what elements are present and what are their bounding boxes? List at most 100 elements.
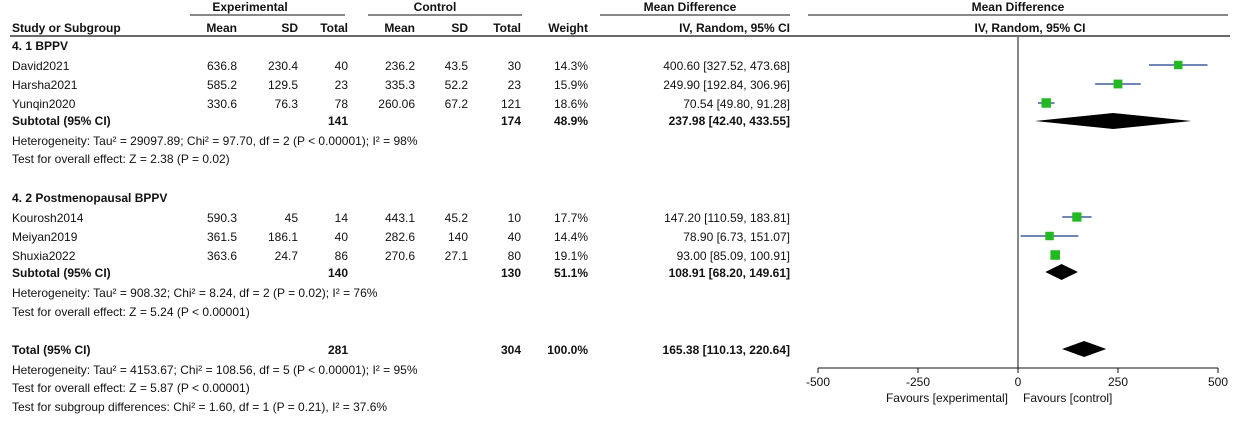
ci-text: 93.00 [85.09, 100.91] xyxy=(677,249,790,263)
weight: 14.4% xyxy=(554,230,588,244)
favours-control-label: Favours [control] xyxy=(1023,391,1112,405)
table-row: Harsha2021 585.2 129.5 23 335.3 52.2 23 … xyxy=(12,78,790,92)
subtotal-weight: 48.9% xyxy=(554,114,588,128)
overall-effect-text: Test for overall effect: Z = 5.24 (P < 0… xyxy=(12,305,250,319)
col-sd-c: SD xyxy=(451,21,468,35)
sd-c: 27.1 xyxy=(445,249,469,263)
col-weight: Weight xyxy=(548,21,588,35)
total-ci-text: 165.38 [110.13, 220.64] xyxy=(663,343,790,357)
total-e: 23 xyxy=(335,78,349,92)
point-estimate xyxy=(1113,79,1123,89)
subtotal-ci-text: 237.98 [42.40, 433.55] xyxy=(669,114,790,128)
ci-text: 78.90 [6.73, 151.07] xyxy=(683,230,790,244)
ci-text: 400.60 [327.52, 473.68] xyxy=(663,59,790,73)
col-ci-plot: IV, Random, 95% CI xyxy=(975,21,1086,35)
sd-e: 230.4 xyxy=(268,59,298,73)
weight: 18.6% xyxy=(554,97,588,111)
total-c: 10 xyxy=(508,211,522,225)
subgroup-differences-text: Test for subgroup differences: Chi² = 1.… xyxy=(12,400,387,414)
subgroup-title: 4. 1 BPPV xyxy=(12,39,68,53)
sd-e: 186.1 xyxy=(268,230,298,244)
subtotal-row: Subtotal (95% CI) 140 130 51.1% 108.91 [… xyxy=(12,266,790,280)
study-name: Kourosh2014 xyxy=(12,211,84,225)
header-mean-difference-plot: Mean Difference xyxy=(972,0,1065,14)
ci-text: 249.90 [192.84, 306.96] xyxy=(663,78,790,92)
subtotal-total-c: 130 xyxy=(501,266,521,280)
total-e: 40 xyxy=(335,59,349,73)
study-name: Yunqin2020 xyxy=(12,97,76,111)
col-total-e: Total xyxy=(320,21,348,35)
tick-label: 0 xyxy=(1015,375,1022,389)
tick: 500 xyxy=(1208,368,1228,389)
heterogeneity-text: Heterogeneity: Tau² = 29097.89; Chi² = 9… xyxy=(12,134,418,148)
sd-c: 45.2 xyxy=(445,211,469,225)
total-c: 23 xyxy=(508,78,522,92)
weight: 14.3% xyxy=(554,59,588,73)
sd-e: 24.7 xyxy=(275,249,299,263)
table-row: David2021 636.8 230.4 40 236.2 43.5 30 1… xyxy=(12,59,790,73)
tick-label: 500 xyxy=(1208,375,1228,389)
total-total-c: 304 xyxy=(501,343,521,357)
total-overall-effect-text: Test for overall effect: Z = 5.87 (P < 0… xyxy=(12,381,250,395)
subtotal-label: Subtotal (95% CI) xyxy=(12,114,111,128)
total-label: Total (95% CI) xyxy=(12,343,90,357)
col-mean-e: Mean xyxy=(206,21,237,35)
total-e: 78 xyxy=(335,97,349,111)
pooled-diamond xyxy=(1062,341,1107,357)
header-control: Control xyxy=(414,0,457,14)
study-name: Meiyan2019 xyxy=(12,230,78,244)
point-estimate xyxy=(1050,250,1060,260)
header-mean-difference: Mean Difference xyxy=(644,0,737,14)
study-name: David2021 xyxy=(12,59,70,73)
overall-effect-text: Test for overall effect: Z = 2.38 (P = 0… xyxy=(12,152,230,166)
table-row: Kourosh2014 590.3 45 14 443.1 45.2 10 17… xyxy=(12,211,790,225)
sd-c: 52.2 xyxy=(445,78,469,92)
total-total-e: 281 xyxy=(328,343,348,357)
tick: 250 xyxy=(1108,368,1128,389)
weight: 17.7% xyxy=(554,211,588,225)
total-c: 30 xyxy=(508,59,522,73)
mean-c: 443.1 xyxy=(385,211,415,225)
ci-text: 70.54 [49.80, 91.28] xyxy=(683,97,790,111)
pooled-diamond xyxy=(1045,264,1078,280)
mean-e: 585.2 xyxy=(207,78,237,92)
total-c: 40 xyxy=(508,230,522,244)
ci-text: 147.20 [110.59, 183.81] xyxy=(664,211,790,225)
total-c: 80 xyxy=(508,249,522,263)
sd-e: 45 xyxy=(285,211,299,225)
study-name: Shuxia2022 xyxy=(12,249,76,263)
tick: -250 xyxy=(906,368,930,389)
subtotal-weight: 51.1% xyxy=(554,266,588,280)
point-estimate xyxy=(1174,60,1183,70)
subtotal-ci-text: 108.91 [68.20, 149.61] xyxy=(669,266,790,280)
mean-c: 335.3 xyxy=(385,78,415,92)
sd-e: 76.3 xyxy=(275,97,299,111)
subtotal-row: Subtotal (95% CI) 141 174 48.9% 237.98 [… xyxy=(12,114,790,128)
point-estimate xyxy=(1045,231,1054,241)
mean-c: 270.6 xyxy=(385,249,415,263)
mean-e: 636.8 xyxy=(207,59,237,73)
forest-marks xyxy=(1020,60,1208,357)
col-study: Study or Subgroup xyxy=(12,21,121,35)
mean-c: 282.6 xyxy=(385,230,415,244)
col-mean-c: Mean xyxy=(384,21,415,35)
col-sd-e: SD xyxy=(281,21,298,35)
subtotal-label: Subtotal (95% CI) xyxy=(12,266,111,280)
table-row: Meiyan2019 361.5 186.1 40 282.6 140 40 1… xyxy=(12,230,790,244)
total-weight: 100.0% xyxy=(547,343,588,357)
total-row: Total (95% CI) 281 304 100.0% 165.38 [11… xyxy=(12,343,790,357)
tick-label: -250 xyxy=(906,375,930,389)
subgroup-title: 4. 2 Postmenopausal BPPV xyxy=(12,191,167,205)
col-ci: IV, Random, 95% CI xyxy=(679,21,790,35)
mean-c: 260.06 xyxy=(378,97,415,111)
total-e: 40 xyxy=(335,230,349,244)
sd-e: 129.5 xyxy=(268,78,298,92)
weight: 15.9% xyxy=(554,78,588,92)
sd-c: 43.5 xyxy=(445,59,469,73)
point-estimate xyxy=(1072,212,1082,222)
tick: 0 xyxy=(1015,368,1022,389)
mean-e: 363.6 xyxy=(207,249,237,263)
tick: -500 xyxy=(806,368,830,389)
weight: 19.1% xyxy=(554,249,588,263)
